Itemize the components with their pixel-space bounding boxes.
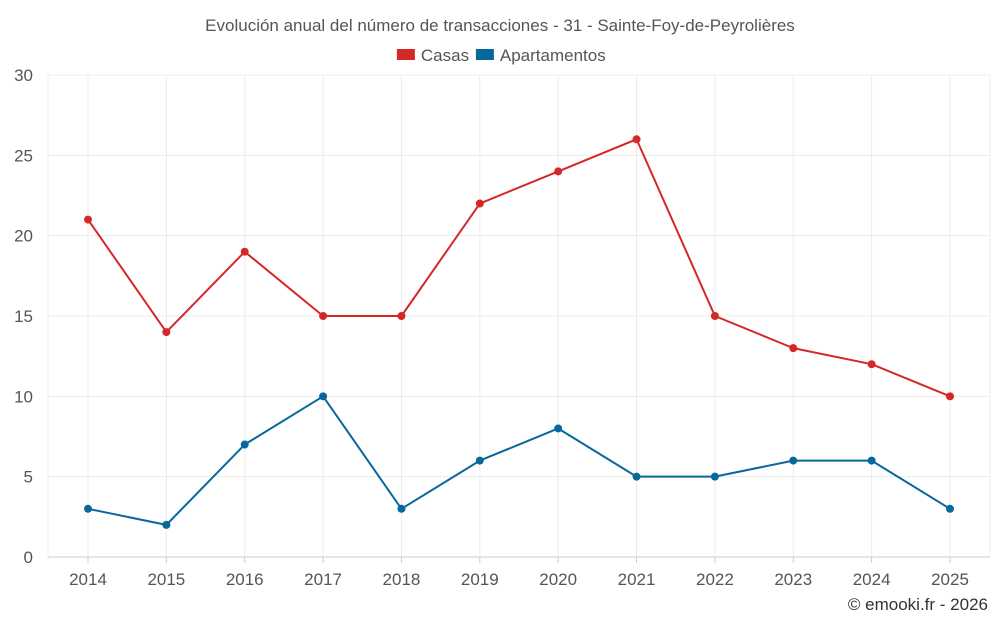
series-group: [84, 135, 954, 529]
data-point-apartamentos-2021: [632, 472, 641, 481]
data-point-casas-2015: [162, 328, 171, 337]
data-point-casas-2014: [84, 215, 92, 224]
x-tick-label: 2017: [304, 570, 342, 589]
x-tick-label: 2023: [774, 570, 812, 589]
x-tick-label: 2018: [383, 570, 421, 589]
y-tick-label: 30: [14, 66, 33, 85]
x-tick-label: 2025: [931, 570, 969, 589]
y-tick-label: 25: [14, 146, 33, 165]
data-point-apartamentos-2025: [946, 504, 954, 513]
x-tick-label: 2021: [618, 570, 656, 589]
y-tick-label: 5: [24, 468, 33, 487]
data-point-casas-2016: [240, 247, 249, 256]
series-line-apartamentos: [87, 395, 951, 526]
data-point-casas-2018: [397, 312, 406, 320]
y-tick-label: 10: [14, 387, 33, 406]
data-point-apartamentos-2017: [319, 392, 328, 401]
grid: [47, 74, 991, 558]
x-tick-label: 2022: [696, 570, 734, 589]
data-point-apartamentos-2024: [867, 456, 876, 465]
data-point-casas-2022: [710, 312, 719, 320]
x-tick-label: 2020: [539, 570, 577, 589]
x-tick-label: 2019: [461, 570, 499, 589]
x-tick-label: 2024: [853, 570, 891, 589]
data-point-casas-2025: [946, 392, 954, 401]
data-point-apartamentos-2023: [789, 456, 798, 465]
data-point-apartamentos-2014: [84, 504, 92, 513]
y-tick-label: 20: [14, 227, 33, 246]
credit-text: © emooki.fr - 2026: [848, 595, 988, 614]
x-tick-label: 2016: [226, 570, 264, 589]
legend-swatch-apartamentos: [475, 49, 494, 60]
data-point-casas-2017: [319, 312, 328, 320]
x-tick-label: 2015: [147, 570, 185, 589]
data-point-casas-2021: [632, 135, 641, 144]
legend: Casas Apartamentos: [396, 46, 606, 65]
x-tick-label: 2014: [69, 570, 107, 589]
data-point-apartamentos-2016: [240, 440, 249, 449]
data-point-apartamentos-2020: [554, 424, 563, 433]
data-point-casas-2023: [789, 344, 798, 353]
data-point-casas-2024: [867, 360, 876, 369]
data-point-apartamentos-2019: [475, 456, 484, 465]
data-point-apartamentos-2015: [162, 520, 171, 529]
legend-swatch-casas: [396, 49, 415, 60]
y-tick-label: 15: [14, 307, 33, 326]
series-line-casas: [87, 138, 951, 398]
legend-label-casas: Casas: [421, 46, 469, 65]
chart-title: Evolución anual del número de transaccio…: [205, 16, 795, 35]
legend-label-apartamentos: Apartamentos: [500, 46, 606, 65]
y-tick-label: 0: [24, 548, 33, 567]
data-point-apartamentos-2018: [397, 504, 406, 513]
data-point-casas-2019: [475, 199, 484, 208]
x-axis: 2014 2015 2016 2017 2018 2019 2020 2021 2022 2023…: [69, 557, 969, 589]
data-point-apartamentos-2022: [710, 472, 719, 481]
y-axis: 0 5 10 15 20 25 30: [14, 66, 33, 567]
data-point-casas-2020: [554, 167, 563, 176]
